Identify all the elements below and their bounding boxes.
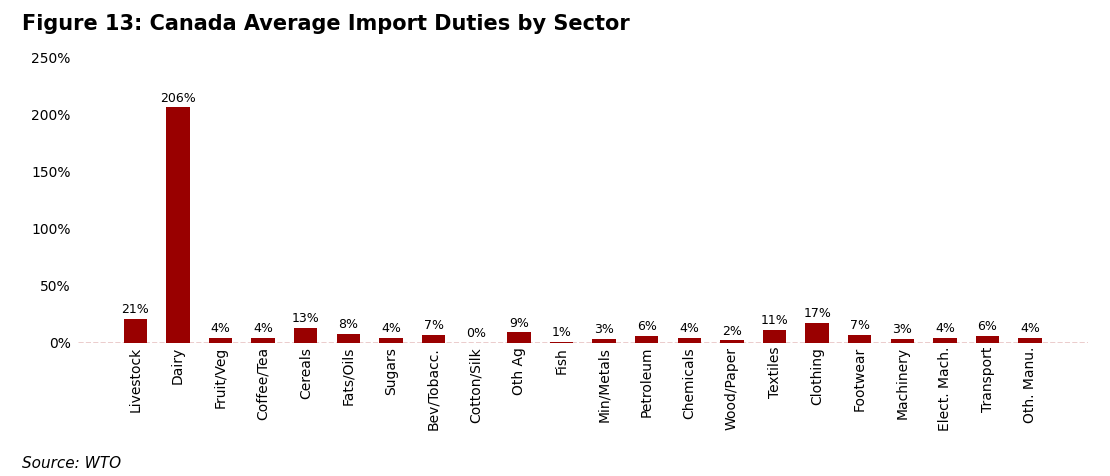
Bar	[252, 338, 275, 343]
Bar	[976, 336, 999, 343]
Text: 8%: 8%	[339, 317, 359, 331]
Text: 6%: 6%	[978, 320, 998, 333]
Bar	[890, 339, 914, 343]
Bar	[677, 338, 702, 343]
Text: 9%: 9%	[508, 317, 528, 329]
Text: 6%: 6%	[637, 320, 657, 333]
Text: 7%: 7%	[424, 319, 444, 332]
Bar	[934, 338, 957, 343]
Text: 0%: 0%	[466, 327, 486, 340]
Text: Source: WTO: Source: WTO	[22, 456, 121, 471]
Text: 13%: 13%	[292, 312, 320, 325]
Bar	[763, 330, 786, 343]
Text: Figure 13: Canada Average Import Duties by Sector: Figure 13: Canada Average Import Duties …	[22, 14, 630, 34]
Text: 3%: 3%	[892, 323, 912, 337]
Bar	[848, 335, 871, 343]
Text: 4%: 4%	[679, 322, 699, 335]
Text: 7%: 7%	[850, 319, 870, 332]
Bar	[209, 338, 232, 343]
Bar	[593, 339, 616, 343]
Text: 3%: 3%	[594, 323, 614, 337]
Bar	[336, 334, 360, 343]
Bar	[123, 319, 147, 343]
Bar	[166, 108, 190, 343]
Bar	[720, 340, 744, 343]
Text: 4%: 4%	[1020, 322, 1040, 335]
Bar	[507, 332, 531, 343]
Text: 11%: 11%	[760, 314, 788, 327]
Text: 4%: 4%	[211, 322, 231, 335]
Text: 1%: 1%	[552, 326, 572, 339]
Text: 21%: 21%	[121, 303, 149, 316]
Bar	[1019, 338, 1042, 343]
Text: 4%: 4%	[935, 322, 955, 335]
Text: 4%: 4%	[381, 322, 401, 335]
Text: 4%: 4%	[253, 322, 273, 335]
Bar	[380, 338, 403, 343]
Text: 2%: 2%	[722, 325, 741, 337]
Text: 17%: 17%	[804, 307, 831, 320]
Bar	[806, 323, 829, 343]
Bar	[294, 328, 317, 343]
Bar	[549, 342, 573, 343]
Bar	[635, 336, 658, 343]
Text: 206%: 206%	[160, 91, 195, 105]
Bar	[422, 335, 445, 343]
